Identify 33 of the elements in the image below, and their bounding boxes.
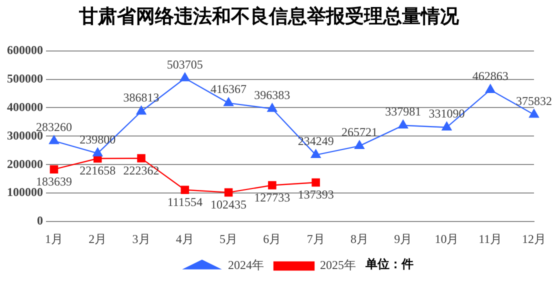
x-tick-label: 6月	[263, 232, 282, 246]
data-label: 221658	[80, 164, 116, 178]
data-label: 375832	[516, 94, 552, 108]
y-tick-label: 600000	[7, 42, 43, 57]
x-tick-label: 4月	[176, 232, 194, 246]
x-tick-label: 7月	[306, 232, 325, 246]
x-tick-label: 10月	[434, 232, 459, 246]
data-label: 265721	[341, 125, 378, 140]
x-tick-label: 8月	[350, 232, 368, 246]
y-tick-label: 500000	[7, 71, 43, 86]
data-label: 102435	[210, 198, 247, 212]
chart-title: 甘肃省网络违法和不良信息举报受理总量情况	[78, 5, 460, 28]
data-label: 386813	[123, 90, 160, 105]
legend-label: 2025年	[320, 258, 356, 272]
data-label: 127733	[254, 190, 290, 204]
data-label: 503705	[166, 57, 203, 72]
x-tick-label: 12月	[522, 232, 546, 246]
y-tick-label: 200000	[7, 156, 43, 171]
data-label: 222362	[123, 163, 160, 178]
x-tick-label: 11月	[478, 232, 502, 246]
x-tick-label: 1月	[45, 232, 63, 246]
text: 单位：件	[364, 257, 414, 272]
legend-label: 2024年	[228, 258, 264, 272]
x-tick-label: 2月	[88, 232, 107, 246]
y-tick-label: 0	[37, 214, 43, 228]
x-tick-label: 3月	[132, 232, 150, 246]
data-label: 337981	[385, 104, 422, 119]
y-tick-label: 400000	[7, 100, 43, 114]
x-tick-label: 5月	[220, 232, 238, 246]
data-label: 416367	[210, 82, 247, 96]
data-label: 111554	[167, 195, 202, 209]
x-tick-label: 9月	[394, 232, 412, 246]
data-label: 396383	[254, 88, 290, 102]
